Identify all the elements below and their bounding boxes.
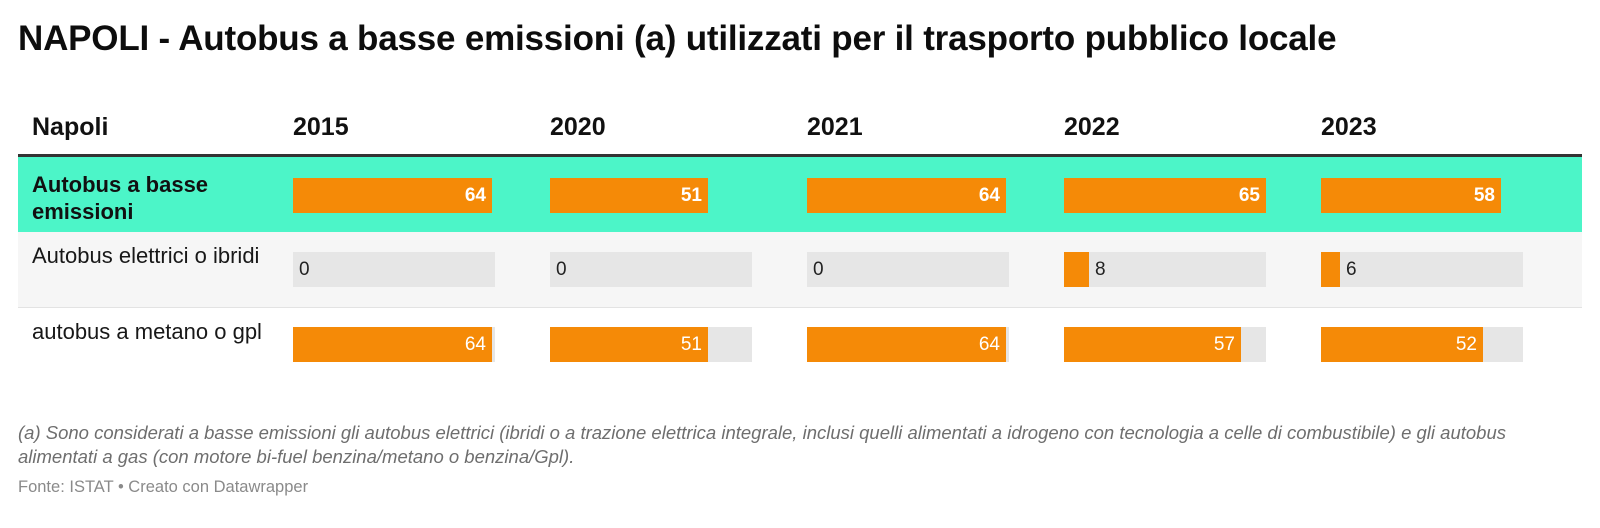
bar-value-label: 64 <box>978 185 1000 206</box>
bar-track: 6 <box>1321 252 1523 287</box>
chart-title: NAPOLI - Autobus a basse emissioni (a) u… <box>18 19 1337 58</box>
bar-2021 <box>807 178 1006 213</box>
bar-track: 65 <box>1064 178 1266 213</box>
bar-2023 <box>1321 327 1483 362</box>
data-table: Napoli 2015 2020 2021 2022 2023 Autobus … <box>18 96 1582 384</box>
bar-track: 51 <box>550 327 752 362</box>
bar-track: 51 <box>550 178 752 213</box>
bar-track: 64 <box>293 327 495 362</box>
source-credit: Fonte: ISTAT • Creato con Datawrapper <box>18 478 309 496</box>
bar-2021 <box>807 327 1006 362</box>
bar-2023 <box>1321 252 1340 287</box>
bar-value-label: 6 <box>1346 259 1357 280</box>
bar-2020 <box>550 327 708 362</box>
header-label-column: Napoli <box>32 113 109 141</box>
bar-track: 0 <box>550 252 752 287</box>
bar-value-label: 0 <box>556 259 567 280</box>
bar-2015 <box>293 178 492 213</box>
bar-value-label: 64 <box>464 185 486 206</box>
table-row: Autobus elettrici o ibridi 0 0 0 8 6 <box>18 232 1582 308</box>
table-header-row: Napoli 2015 2020 2021 2022 2023 <box>18 96 1582 157</box>
bar-track: 8 <box>1064 252 1266 287</box>
bar-value-label: 64 <box>464 334 486 355</box>
bar-value-label: 51 <box>680 185 702 206</box>
bar-value-label: 65 <box>1238 185 1260 206</box>
table-body: Autobus a basse emissioni 64 51 64 65 58 Autob… <box>18 157 1582 384</box>
bar-value-label: 52 <box>1455 334 1477 355</box>
bar-2022 <box>1064 252 1089 287</box>
table-row: autobus a metano o gpl 64 51 64 57 52 <box>18 308 1582 384</box>
bar-track: 58 <box>1321 178 1523 213</box>
bar-track: 52 <box>1321 327 1523 362</box>
bar-value-label: 57 <box>1213 334 1235 355</box>
bar-value-label: 64 <box>978 334 1000 355</box>
footnote: (a) Sono considerati a basse emissioni g… <box>18 422 1507 467</box>
bar-track: 64 <box>807 178 1009 213</box>
header-year-2022: 2022 <box>1064 113 1120 141</box>
header-year-2020: 2020 <box>550 113 606 141</box>
bar-value-label: 8 <box>1095 259 1106 280</box>
row-label: Autobus a basse emissioni <box>32 172 209 224</box>
bar-2022 <box>1064 327 1241 362</box>
row-label: autobus a metano o gpl <box>32 319 262 344</box>
bar-value-label: 0 <box>813 259 824 280</box>
bar-2023 <box>1321 178 1501 213</box>
bar-value-label: 51 <box>680 334 702 355</box>
bar-2020 <box>550 178 708 213</box>
table-row: Autobus a basse emissioni 64 51 64 65 58 <box>18 157 1582 232</box>
bar-track: 0 <box>807 252 1009 287</box>
bar-value-label: 58 <box>1473 185 1495 206</box>
row-label: Autobus elettrici o ibridi <box>32 243 260 268</box>
bar-value-label: 0 <box>299 259 310 280</box>
bar-track: 64 <box>807 327 1009 362</box>
bar-track: 0 <box>293 252 495 287</box>
header-year-2015: 2015 <box>293 113 349 141</box>
header-year-2021: 2021 <box>807 113 863 141</box>
bar-2015 <box>293 327 492 362</box>
bar-track: 64 <box>293 178 495 213</box>
header-year-2023: 2023 <box>1321 113 1377 141</box>
bar-2022 <box>1064 178 1266 213</box>
bar-track: 57 <box>1064 327 1266 362</box>
